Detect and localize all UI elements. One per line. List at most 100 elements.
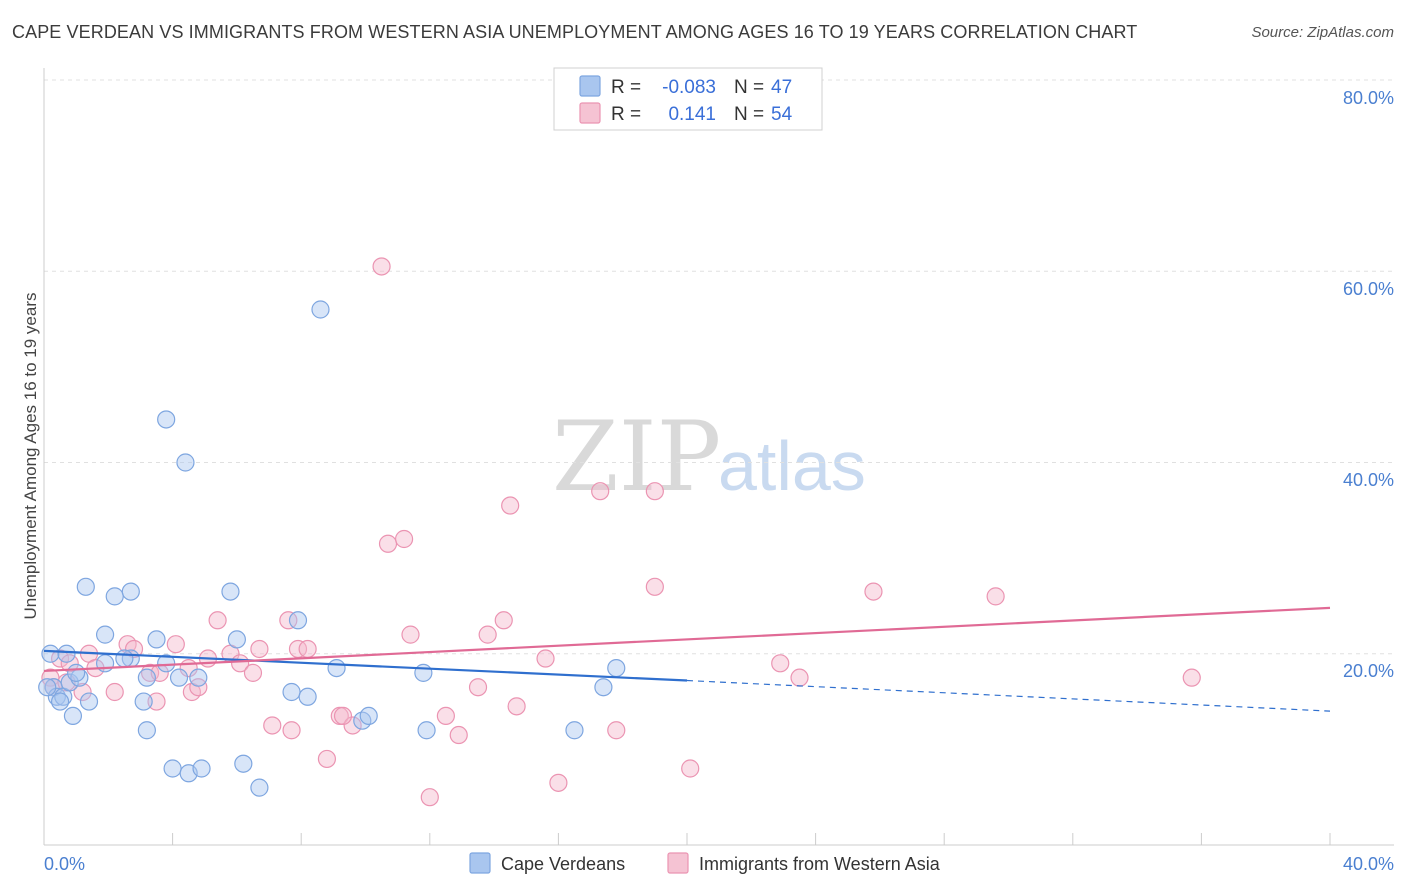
bottom-legend-label: Cape Verdeans (501, 854, 625, 874)
legend-swatch-blue (579, 75, 601, 97)
trend-line-immigrants (43, 606, 1331, 673)
data-point-immigrants (536, 649, 555, 668)
data-point-cape-verdean (327, 658, 346, 678)
data-point-immigrants (279, 611, 298, 630)
data-point-cape-verdean (417, 721, 436, 740)
data-point-cape-verdean (63, 706, 83, 726)
y-tick-label: 80.0% (1343, 88, 1394, 108)
data-point-cape-verdean (176, 453, 195, 472)
data-point-cape-verdean (163, 759, 182, 778)
data-point-immigrants (73, 682, 92, 702)
trend-line-cape-verdeans (43, 649, 688, 682)
legend-r-value: -0.083 (662, 77, 716, 98)
data-point-cape-verdean (41, 644, 60, 663)
data-point-immigrants (250, 639, 269, 659)
legend-n-label: N = (734, 104, 764, 125)
data-point-cape-verdean (189, 668, 208, 687)
data-point-immigrants (166, 635, 185, 654)
y-tick-label: 60.0% (1343, 279, 1394, 299)
data-point-cape-verdean (121, 582, 140, 601)
data-point-immigrants (263, 716, 282, 735)
bottom-legend-swatch-pink (667, 852, 689, 874)
data-point-immigrants (333, 706, 353, 726)
data-point-cape-verdean (157, 654, 176, 673)
data-point-immigrants (394, 529, 414, 549)
data-point-cape-verdean (134, 692, 153, 711)
data-point-immigrants (105, 682, 124, 702)
data-point-immigrants (645, 482, 664, 501)
data-point-immigrants (790, 668, 809, 687)
y-axis-title: Unemployment Among Ages 16 to 19 years (21, 293, 40, 620)
data-point-cape-verdean (157, 410, 176, 429)
data-point-immigrants (864, 582, 883, 601)
data-point-immigrants (343, 716, 362, 735)
data-point-cape-verdean (250, 778, 269, 797)
data-point-cape-verdean (147, 630, 166, 649)
data-point-immigrants (681, 759, 700, 778)
source-label: Source: ZipAtlas.com (1251, 24, 1394, 41)
x-tick-marks (43, 833, 1331, 845)
data-point-immigrants (124, 639, 144, 659)
legend-swatch-pink (579, 102, 601, 124)
data-point-cape-verdean (565, 721, 584, 740)
data-point-immigrants (986, 587, 1005, 606)
y-tick-label: 20.0% (1343, 661, 1394, 681)
data-point-immigrants (243, 663, 263, 682)
data-point-cape-verdean (288, 611, 308, 630)
legend-n-value: 47 (771, 77, 792, 98)
x-tick-label: 40.0% (1343, 854, 1394, 874)
data-point-cape-verdean (311, 300, 330, 319)
data-point-immigrants (372, 257, 391, 276)
watermark-atlas: atlas (718, 427, 866, 505)
data-point-immigrants (420, 788, 439, 807)
data-point-cape-verdean (38, 678, 57, 697)
watermark-zip: ZIP (552, 401, 721, 513)
chart-title: CAPE VERDEAN VS IMMIGRANTS FROM WESTERN … (12, 22, 1138, 42)
data-point-immigrants (449, 725, 468, 745)
data-point-immigrants (436, 706, 455, 726)
data-point-cape-verdean (76, 577, 95, 596)
data-point-cape-verdean (192, 759, 211, 778)
data-point-cape-verdean (298, 687, 317, 706)
data-point-immigrants (401, 625, 420, 644)
data-point-cape-verdean (67, 663, 86, 682)
legend-n-label: N = (734, 77, 764, 98)
data-point-cape-verdean (137, 721, 156, 740)
y-tick-label: 40.0% (1343, 470, 1394, 490)
data-point-immigrants (645, 577, 664, 596)
data-point-immigrants (507, 697, 526, 716)
data-point-immigrants (478, 625, 497, 644)
data-point-cape-verdean (50, 692, 70, 711)
data-point-cape-verdean (221, 582, 240, 601)
data-point-immigrants (549, 773, 568, 792)
trend-lines (43, 606, 1331, 712)
trend-line-cape-verdeans-extension (686, 679, 1331, 712)
data-point-cape-verdean (57, 644, 76, 663)
data-point-immigrants (468, 678, 488, 697)
data-point-cape-verdean (79, 692, 99, 711)
bottom-legend: Cape Verdeans Immigrants from Western As… (469, 852, 941, 874)
data-point-immigrants (208, 611, 227, 630)
series-immigrants-western-asia (41, 257, 1201, 807)
legend-r-value: 0.141 (668, 104, 716, 125)
data-point-cape-verdean (359, 706, 378, 726)
data-point-cape-verdean (169, 668, 189, 687)
y-tick-labels: 80.0% 60.0% 40.0% 20.0% (1343, 88, 1394, 681)
data-point-cape-verdean (607, 658, 626, 678)
data-point-immigrants (298, 639, 317, 659)
data-point-immigrants (591, 482, 610, 501)
data-point-immigrants (1182, 668, 1201, 687)
data-point-cape-verdean (105, 587, 124, 606)
data-point-immigrants (494, 611, 513, 630)
data-point-immigrants (317, 749, 337, 769)
data-point-cape-verdean (137, 668, 156, 687)
data-point-immigrants (282, 721, 301, 740)
data-point-cape-verdean (594, 678, 613, 697)
bottom-legend-swatch-blue (469, 852, 491, 874)
series-cape-verdeans (38, 300, 626, 797)
data-point-cape-verdean (414, 663, 433, 682)
data-point-cape-verdean (115, 649, 134, 668)
bottom-legend-label: Immigrants from Western Asia (699, 854, 941, 874)
data-point-immigrants (60, 654, 79, 673)
